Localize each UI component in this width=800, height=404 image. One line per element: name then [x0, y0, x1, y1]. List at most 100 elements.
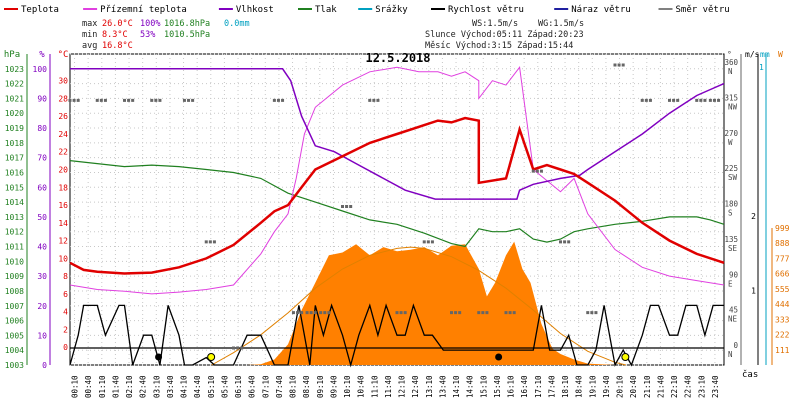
ms-axis-label: m/s — [745, 50, 760, 59]
pct-tick: 60 — [37, 183, 47, 192]
stat-min-label: min — [82, 30, 97, 40]
legend-label-0: Teplota — [21, 5, 59, 15]
wind-direction-dot — [240, 346, 244, 350]
wind-direction-dot — [131, 98, 135, 102]
hpa-tick: 1006 — [5, 317, 24, 326]
wind-direction-dot — [158, 98, 162, 102]
wind-direction-dot — [319, 311, 323, 315]
wind-direction-dot — [187, 98, 191, 102]
w-tick: 777 — [775, 254, 790, 263]
x-tick-label: 07:40 — [275, 375, 284, 398]
dir-name: S — [728, 209, 733, 218]
hpa-tick: 1023 — [5, 65, 24, 74]
wind-direction-dot — [703, 98, 707, 102]
pct-tick: 50 — [37, 213, 47, 222]
legend-label-6: Náraz větru — [571, 5, 631, 15]
temp-tick: 0 — [63, 343, 68, 352]
hpa-tick: 1022 — [5, 80, 24, 89]
wind-direction-dot — [372, 98, 376, 102]
temp-tick: 26 — [58, 112, 68, 121]
stat-ws: WS:1.5m/s — [472, 19, 518, 29]
wind-direction-dot — [426, 240, 430, 244]
dir-tick: 315 — [724, 93, 738, 102]
wind-direction-dot — [154, 98, 158, 102]
stat-wg: WG:1.5m/s — [538, 19, 584, 29]
x-tick-label: 13:10 — [425, 375, 434, 398]
humidity-line — [70, 68, 725, 200]
sunrise-marker — [207, 353, 216, 361]
mm-tick: 1 — [759, 63, 764, 72]
x-tick-label: 19:10 — [588, 375, 597, 398]
hpa-tick: 1016 — [5, 168, 24, 177]
wind-direction-dot — [296, 311, 300, 315]
mm-axis-label: mm — [760, 50, 770, 59]
stat-min-press: 1010.5hPa — [164, 30, 210, 40]
x-tick-label: 17:10 — [534, 375, 543, 398]
pct-tick: 10 — [37, 331, 47, 340]
w-axis-label: W — [778, 50, 783, 59]
wind-direction-dot — [72, 98, 76, 102]
w-tick: 666 — [775, 270, 790, 279]
dir-name: NE — [728, 315, 738, 324]
wind-direction-dot — [539, 169, 543, 173]
wind-direction-dot — [672, 98, 676, 102]
x-tick-label: 18:40 — [575, 375, 584, 398]
legend-label-4: Srážky — [375, 5, 408, 15]
hpa-tick: 1010 — [5, 257, 24, 266]
x-tick-label: 19:40 — [602, 375, 611, 398]
wind-direction-dot — [150, 98, 154, 102]
x-tick-label: 20:10 — [616, 375, 625, 398]
hpa-tick: 1008 — [5, 287, 24, 296]
x-axis-label: čas — [742, 369, 758, 380]
dir-name: E — [728, 279, 733, 288]
axes-layer: hPa% °C1003100410051006100710081009101010… — [4, 50, 790, 398]
wind-direction-dot — [504, 311, 508, 315]
x-tick-label: 16:10 — [507, 375, 516, 398]
dir-name: N — [728, 67, 733, 76]
wind-direction-dot — [341, 205, 344, 208]
stats-block: max 26.0°C 100% 1016.8hPa 0.0mm min 8.3°… — [82, 19, 584, 51]
x-tick-label: 14:40 — [466, 375, 475, 398]
x-tick-label: 15:10 — [479, 375, 488, 398]
dir-tick: 45 — [729, 306, 738, 315]
wind-direction-dot — [621, 63, 625, 67]
pct-tick: 80 — [37, 124, 47, 133]
wind-direction-dot — [717, 98, 721, 102]
x-tick-label: 00:40 — [84, 375, 93, 398]
stat-max-label: max — [82, 19, 97, 29]
w-tick: 222 — [775, 331, 790, 340]
wind-direction-dot — [699, 98, 703, 102]
x-tick-label: 05:10 — [207, 375, 216, 398]
x-tick-label: 22:40 — [684, 375, 693, 398]
sunset-marker — [621, 353, 630, 361]
wind-direction-dot — [403, 311, 407, 315]
x-tick-label: 17:40 — [547, 375, 556, 398]
x-tick-label: 12:10 — [398, 375, 407, 398]
wind-direction-dot — [103, 98, 107, 102]
x-tick-label: 02:40 — [139, 375, 148, 398]
hpa-tick: 1003 — [5, 361, 24, 370]
hpa-tick: 1009 — [5, 272, 24, 281]
wind-direction-dot — [563, 240, 567, 244]
legend-label-7: Směr větru — [676, 5, 730, 15]
wind-direction-dot — [376, 98, 380, 102]
x-tick-label: 01:40 — [111, 375, 120, 398]
wind-direction-dot — [305, 311, 309, 315]
grid — [69, 53, 725, 366]
x-tick-label: 10:10 — [343, 375, 352, 398]
hpa-tick: 1007 — [5, 302, 24, 311]
wind-speed-line — [69, 303, 724, 368]
pct-tick: 100 — [33, 65, 48, 74]
pressure-line — [69, 160, 725, 248]
x-tick-label: 05:40 — [220, 375, 229, 398]
x-tick-label: 13:40 — [438, 375, 447, 398]
solar-layer — [70, 241, 627, 366]
wind-direction-dot — [232, 346, 235, 350]
wind-direction-dot — [422, 240, 426, 244]
wind-direction-dot — [349, 205, 353, 208]
series-layer — [68, 63, 725, 368]
x-tick-label: 04:10 — [180, 375, 189, 398]
chart-title: 12.5.2018 — [365, 51, 430, 65]
legend-label-3: Tlak — [315, 5, 337, 15]
wind-direction-dot — [430, 240, 434, 244]
